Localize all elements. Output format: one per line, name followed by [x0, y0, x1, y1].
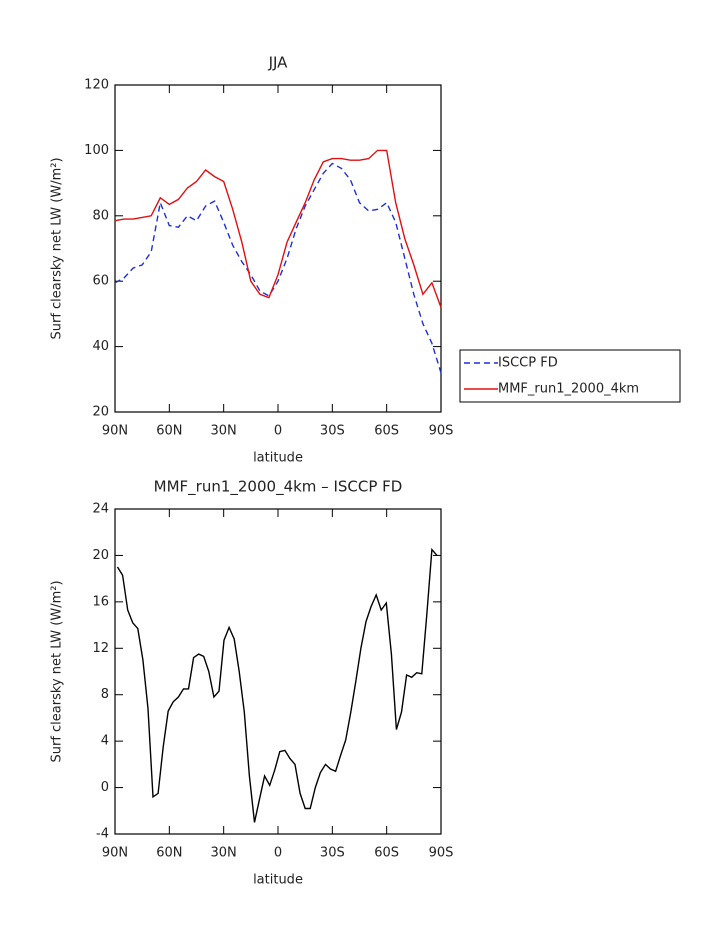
x-tick-label: 30N	[211, 424, 237, 439]
y-tick-label: 8	[101, 687, 109, 702]
x-tick-label: 30S	[320, 846, 345, 861]
chart-title: MMF_run1_2000_4km – ISCCP FD	[154, 478, 403, 497]
data-line	[114, 149, 442, 308]
y-tick-label: 120	[84, 78, 109, 93]
x-tick-label: 0	[274, 846, 282, 861]
chart-title: JJA	[268, 54, 289, 72]
data-line	[114, 162, 442, 374]
y-tick-label: -4	[96, 827, 109, 842]
y-tick-label: 20	[92, 548, 109, 563]
y-tick-label: 16	[92, 594, 109, 609]
plot-frame	[114, 84, 442, 413]
x-tick-label: 30S	[320, 424, 345, 439]
x-tick-label: 90N	[102, 846, 128, 861]
y-tick-label: 0	[101, 780, 109, 795]
x-tick-label: 60S	[374, 846, 399, 861]
x-tick-label: 90S	[429, 424, 454, 439]
x-axis-label: latitude	[253, 873, 303, 888]
legend-box	[459, 349, 681, 403]
data-line	[116, 547, 438, 823]
y-tick-label: 20	[92, 405, 109, 420]
y-tick-label: 40	[92, 339, 109, 354]
x-tick-label: 90N	[102, 424, 128, 439]
x-tick-label: 60S	[374, 424, 399, 439]
y-axis-label: Surf clearsky net LW (W/m²)	[50, 157, 65, 339]
y-tick-label: 24	[92, 502, 109, 517]
legend-label: ISCCP FD	[498, 356, 558, 371]
legend-label: MMF_run1_2000_4km	[498, 382, 639, 397]
y-tick-label: 4	[101, 734, 109, 749]
y-axis-label: Surf clearsky net LW (W/m²)	[50, 580, 65, 762]
y-tick-label: 60	[92, 274, 109, 289]
x-tick-label: 0	[274, 424, 282, 439]
x-tick-label: 60N	[156, 846, 182, 861]
y-tick-label: 80	[92, 208, 109, 223]
x-tick-label: 30N	[211, 846, 237, 861]
x-tick-label: 60N	[156, 424, 182, 439]
y-tick-label: 100	[84, 143, 109, 158]
x-axis-label: latitude	[253, 451, 303, 466]
x-tick-label: 90S	[429, 846, 454, 861]
y-tick-label: 12	[92, 641, 109, 656]
